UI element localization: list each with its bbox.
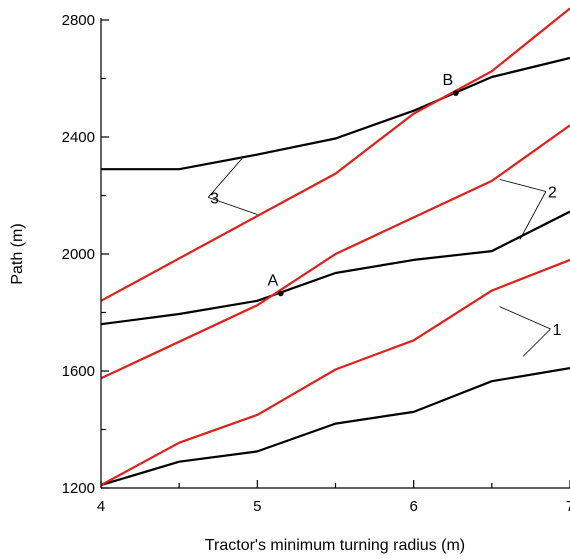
curve-label-leader — [499, 179, 546, 192]
x-tick-label: 7 — [566, 498, 570, 515]
series-line-2-red — [100, 124, 570, 380]
series-line-3-black — [101, 56, 570, 171]
curve-label-leader — [519, 191, 547, 240]
plot-marks: 1 2 3 A B — [100, 7, 570, 487]
point-label-A: A — [267, 272, 278, 289]
y-tick-label: 2400 — [62, 129, 95, 146]
curve-label-leader — [522, 328, 551, 357]
x-tick-label: 5 — [253, 498, 261, 515]
curve-label-3: 3 — [210, 190, 219, 207]
y-axis-title: Path (m) — [9, 223, 26, 284]
point-label-B: B — [443, 72, 454, 89]
curve-label-leader — [499, 306, 551, 330]
series-line-2-black — [100, 210, 570, 326]
series-line-1-red — [100, 258, 570, 487]
point-A — [277, 290, 284, 297]
series-line-3-red — [100, 7, 570, 302]
curve-label-1: 1 — [553, 322, 562, 339]
y-tick-label: 2800 — [62, 12, 95, 29]
x-tick-label: 4 — [97, 498, 105, 515]
y-tick-label: 1600 — [62, 363, 95, 380]
x-axis: 4 5 6 7 — [97, 480, 570, 515]
point-B — [453, 90, 459, 96]
curve-label-leader — [208, 196, 258, 215]
y-tick-label: 1200 — [62, 480, 95, 497]
curve-label-leader — [207, 158, 243, 198]
y-tick-label: 2000 — [62, 246, 95, 263]
y-axis: 1200 1600 2000 2400 2800 — [62, 12, 109, 497]
x-tick-label: 6 — [409, 498, 417, 515]
series-line-1-black — [100, 367, 570, 487]
curve-label-2: 2 — [548, 185, 557, 202]
x-axis-title: Tractor's minimum turning radius (m) — [205, 537, 465, 554]
